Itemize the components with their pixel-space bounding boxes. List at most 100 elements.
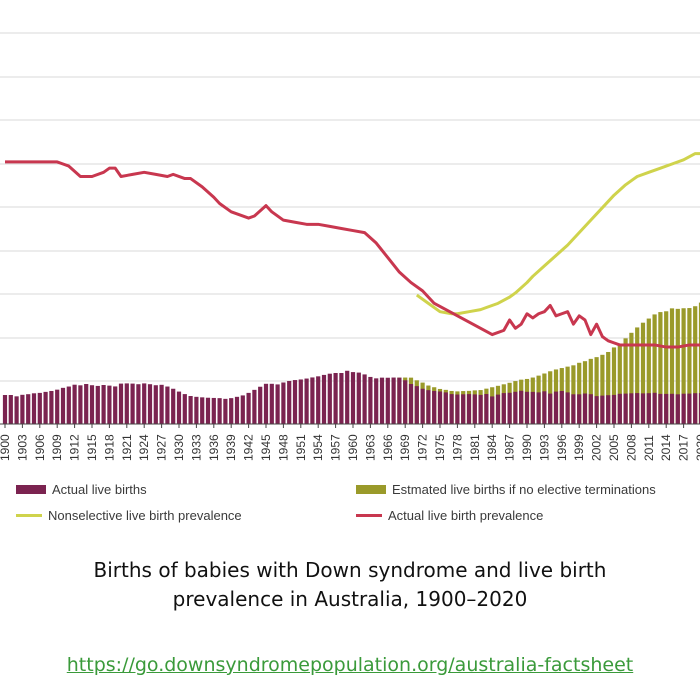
x-tick-label: 1966: [381, 434, 395, 461]
x-tick-label: 1990: [520, 434, 534, 461]
actual-births-bar: [78, 385, 83, 424]
estimated-births-bar: [623, 338, 628, 424]
actual-births-bar: [2, 395, 8, 424]
actual-births-bar: [43, 391, 48, 424]
x-tick-label: 1972: [416, 434, 430, 461]
estimated-births-bar: [600, 354, 605, 424]
actual-births-bar: [49, 390, 54, 424]
x-tick-label: 2020: [694, 434, 700, 461]
actual-births-bar: [606, 395, 611, 424]
actual-births-bar: [211, 397, 216, 424]
actual-births-bar: [321, 374, 327, 424]
x-tick-label: 1939: [224, 434, 238, 461]
actual-births-bar: [292, 380, 298, 424]
legend-swatch: [356, 485, 386, 495]
actual-births-bar: [316, 376, 321, 424]
actual-births-bar: [339, 373, 344, 425]
actual-births-bar: [356, 372, 361, 424]
estimated-births-bar: [698, 302, 700, 424]
actual-births-bar: [658, 393, 663, 424]
estimated-births-bar: [635, 327, 640, 424]
x-tick-label: 1960: [346, 434, 360, 461]
actual-births-bar: [588, 394, 593, 424]
actual-births-bar: [333, 373, 338, 425]
actual-births-bar: [55, 389, 60, 424]
actual-births-bar: [507, 392, 512, 424]
x-tick-label: 1942: [242, 434, 256, 461]
actual-births-bar: [26, 394, 31, 424]
x-tick-label: 1993: [537, 434, 551, 461]
actual-births-bar: [455, 394, 460, 424]
actual-births-bar: [669, 393, 675, 424]
legend-label: Actual live birth prevalence: [388, 508, 544, 524]
actual-births-bar: [200, 397, 205, 424]
x-tick-label: 2011: [642, 435, 656, 461]
actual-births-bar: [147, 384, 153, 424]
actual-births-bar: [89, 385, 95, 424]
gridlines: [0, 32, 700, 382]
legend-label: Nonselective live birth prevalence: [48, 508, 242, 524]
actual-births-bar: [205, 397, 211, 424]
nonselective-prevalence-line: [415, 152, 700, 316]
actual-births-bar: [240, 395, 245, 424]
actual-births-bar: [263, 383, 269, 424]
actual-births-bar: [681, 393, 686, 424]
actual-births-bar: [287, 380, 292, 424]
x-tick-label: 1948: [276, 434, 290, 461]
legend-actual-births: Actual live births: [16, 481, 147, 497]
actual-births-bar: [252, 389, 257, 424]
actual-births-bar: [269, 383, 274, 424]
actual-births-bar: [368, 376, 373, 424]
estimated-births-bar: [617, 343, 622, 424]
actual-births-bar: [275, 384, 280, 424]
x-tick-label: 2002: [590, 434, 604, 461]
legend-actual-prevalence: Actual live birth prevalence: [356, 507, 543, 523]
estimated-births-bar: [588, 358, 593, 424]
actual-births-bar: [414, 386, 419, 425]
actual-births-bar: [629, 393, 634, 424]
x-tick-label: 1924: [137, 434, 151, 461]
actual-births-bar: [60, 387, 66, 424]
actual-births-bar: [72, 384, 77, 424]
actual-births-bar: [646, 393, 651, 424]
x-tick-label: 1906: [33, 434, 47, 461]
x-tick-label: 1915: [85, 434, 99, 461]
actual-births-bar: [391, 377, 396, 424]
legend-nonselective-prevalence: Nonselective live birth prevalence: [16, 507, 242, 523]
estimated-births-bar: [687, 308, 692, 424]
x-tick-label: 2014: [659, 434, 673, 461]
actual-births-bar: [176, 391, 182, 424]
actual-births-bar: [542, 391, 547, 424]
actual-births-bar: [466, 394, 472, 424]
estimated-births-bar: [640, 322, 646, 424]
actual-births-bar: [652, 392, 657, 424]
actual-births-bar: [403, 380, 408, 424]
legend-swatch: [16, 514, 42, 518]
actual-births-bar: [310, 377, 315, 424]
caption-line-1: Births of babies with Down syndrome and …: [93, 558, 607, 582]
actual-births-bar: [594, 396, 599, 424]
actual-births-bar: [675, 394, 680, 424]
actual-births-bar: [635, 393, 640, 424]
legend-label: Estmated live births if no elective term…: [392, 482, 656, 498]
legend-estimated-births: Estmated live births if no elective term…: [356, 481, 656, 497]
actual-births-bar: [559, 390, 564, 424]
actual-births-bar: [136, 384, 141, 424]
actual-births-bar: [513, 391, 518, 424]
estimated-births-bar: [611, 347, 617, 424]
x-tick-label: 1963: [363, 434, 377, 461]
actual-births-bar: [565, 392, 570, 424]
source-link[interactable]: https://go.downsyndromepopulation.org/au…: [66, 654, 634, 676]
actual-births-bar: [397, 377, 402, 424]
actual-births-bar: [374, 378, 379, 424]
actual-births-bar: [519, 390, 524, 424]
actual-births-bar: [687, 393, 692, 424]
actual-births-bar: [495, 394, 501, 424]
actual-births-bar: [640, 393, 646, 424]
x-tick-label: 1945: [259, 434, 273, 461]
actual-births-bar: [66, 386, 71, 424]
x-tick-label: 2008: [624, 434, 638, 461]
actual-births-bar: [501, 393, 506, 424]
actual-births-bar: [472, 394, 477, 424]
